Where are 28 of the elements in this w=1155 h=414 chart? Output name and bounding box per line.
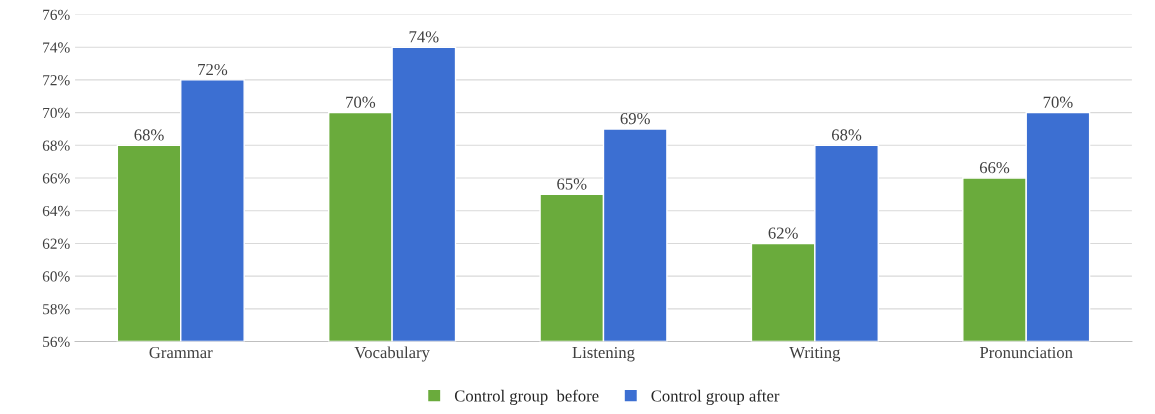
y-tick-label: 68% — [42, 140, 70, 151]
y-tick-label: 64% — [42, 205, 70, 217]
x-tick-label: Vocabulary — [354, 346, 430, 362]
y-tick-label: 70% — [43, 107, 70, 119]
y-tick-label: 60% — [42, 271, 70, 282]
data-label: 69% — [620, 112, 650, 125]
data-label: 74% — [409, 31, 439, 43]
data-label: 72% — [198, 63, 228, 76]
legend-label: Control group after — [651, 389, 780, 406]
data-label: 70% — [346, 96, 376, 108]
y-tick-label: 74% — [43, 42, 70, 53]
y-tick-label: 56% — [43, 336, 70, 348]
data-label: 62% — [768, 227, 798, 239]
y-tick-label: 72% — [43, 75, 70, 86]
data-label: 70% — [1043, 96, 1073, 108]
legend-label: Control group before — [454, 389, 599, 406]
x-tick-label: Grammar — [149, 346, 213, 359]
x-tick-label: Listening — [572, 346, 635, 362]
data-label: 68% — [134, 129, 164, 141]
data-label: 68% — [832, 129, 862, 141]
x-tick-label: Pronunciation — [979, 346, 1073, 359]
y-tick-label: 58% — [43, 303, 70, 315]
data-label: 66% — [979, 162, 1010, 174]
y-tick-label: 66% — [42, 173, 70, 184]
y-tick-label: 76% — [43, 9, 70, 20]
y-tick-label: 62% — [42, 238, 70, 249]
x-tick-label: Writing — [789, 346, 841, 362]
data-label: 65% — [557, 178, 587, 190]
